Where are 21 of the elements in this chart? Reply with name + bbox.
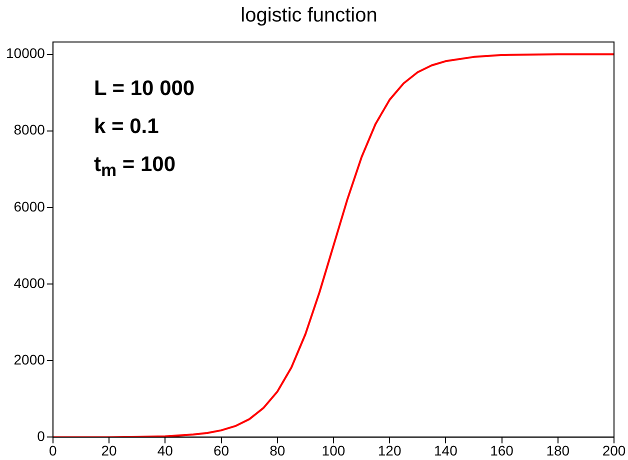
x-tick-label: 80: [270, 442, 286, 458]
x-tick-label: 20: [101, 442, 118, 458]
x-tick-label: 180: [546, 442, 570, 458]
annotation: L = 10 000: [94, 76, 195, 102]
x-tick-label: 40: [157, 442, 174, 458]
chart-title: logistic function: [240, 4, 378, 27]
y-tick-label: 0: [37, 428, 46, 444]
y-tick-label: 6000: [14, 198, 46, 214]
x-tick-label: 140: [434, 442, 458, 458]
x-tick-label: 60: [213, 442, 230, 458]
x-tick-label: 120: [378, 442, 402, 458]
x-tick-label: 100: [322, 442, 346, 458]
y-tick-label: 4000: [14, 274, 46, 291]
y-tick-label: 8000: [14, 122, 46, 138]
x-tick-label: 200: [602, 442, 626, 458]
annotation: k = 0.1: [94, 114, 160, 140]
y-tick-label: 2000: [14, 351, 46, 368]
y-tick-label: 10000: [6, 45, 46, 62]
annotation: t$_{m}$ = 100: [94, 152, 177, 182]
x-tick-label: 0: [49, 442, 58, 458]
x-tick-label: 160: [490, 442, 514, 458]
